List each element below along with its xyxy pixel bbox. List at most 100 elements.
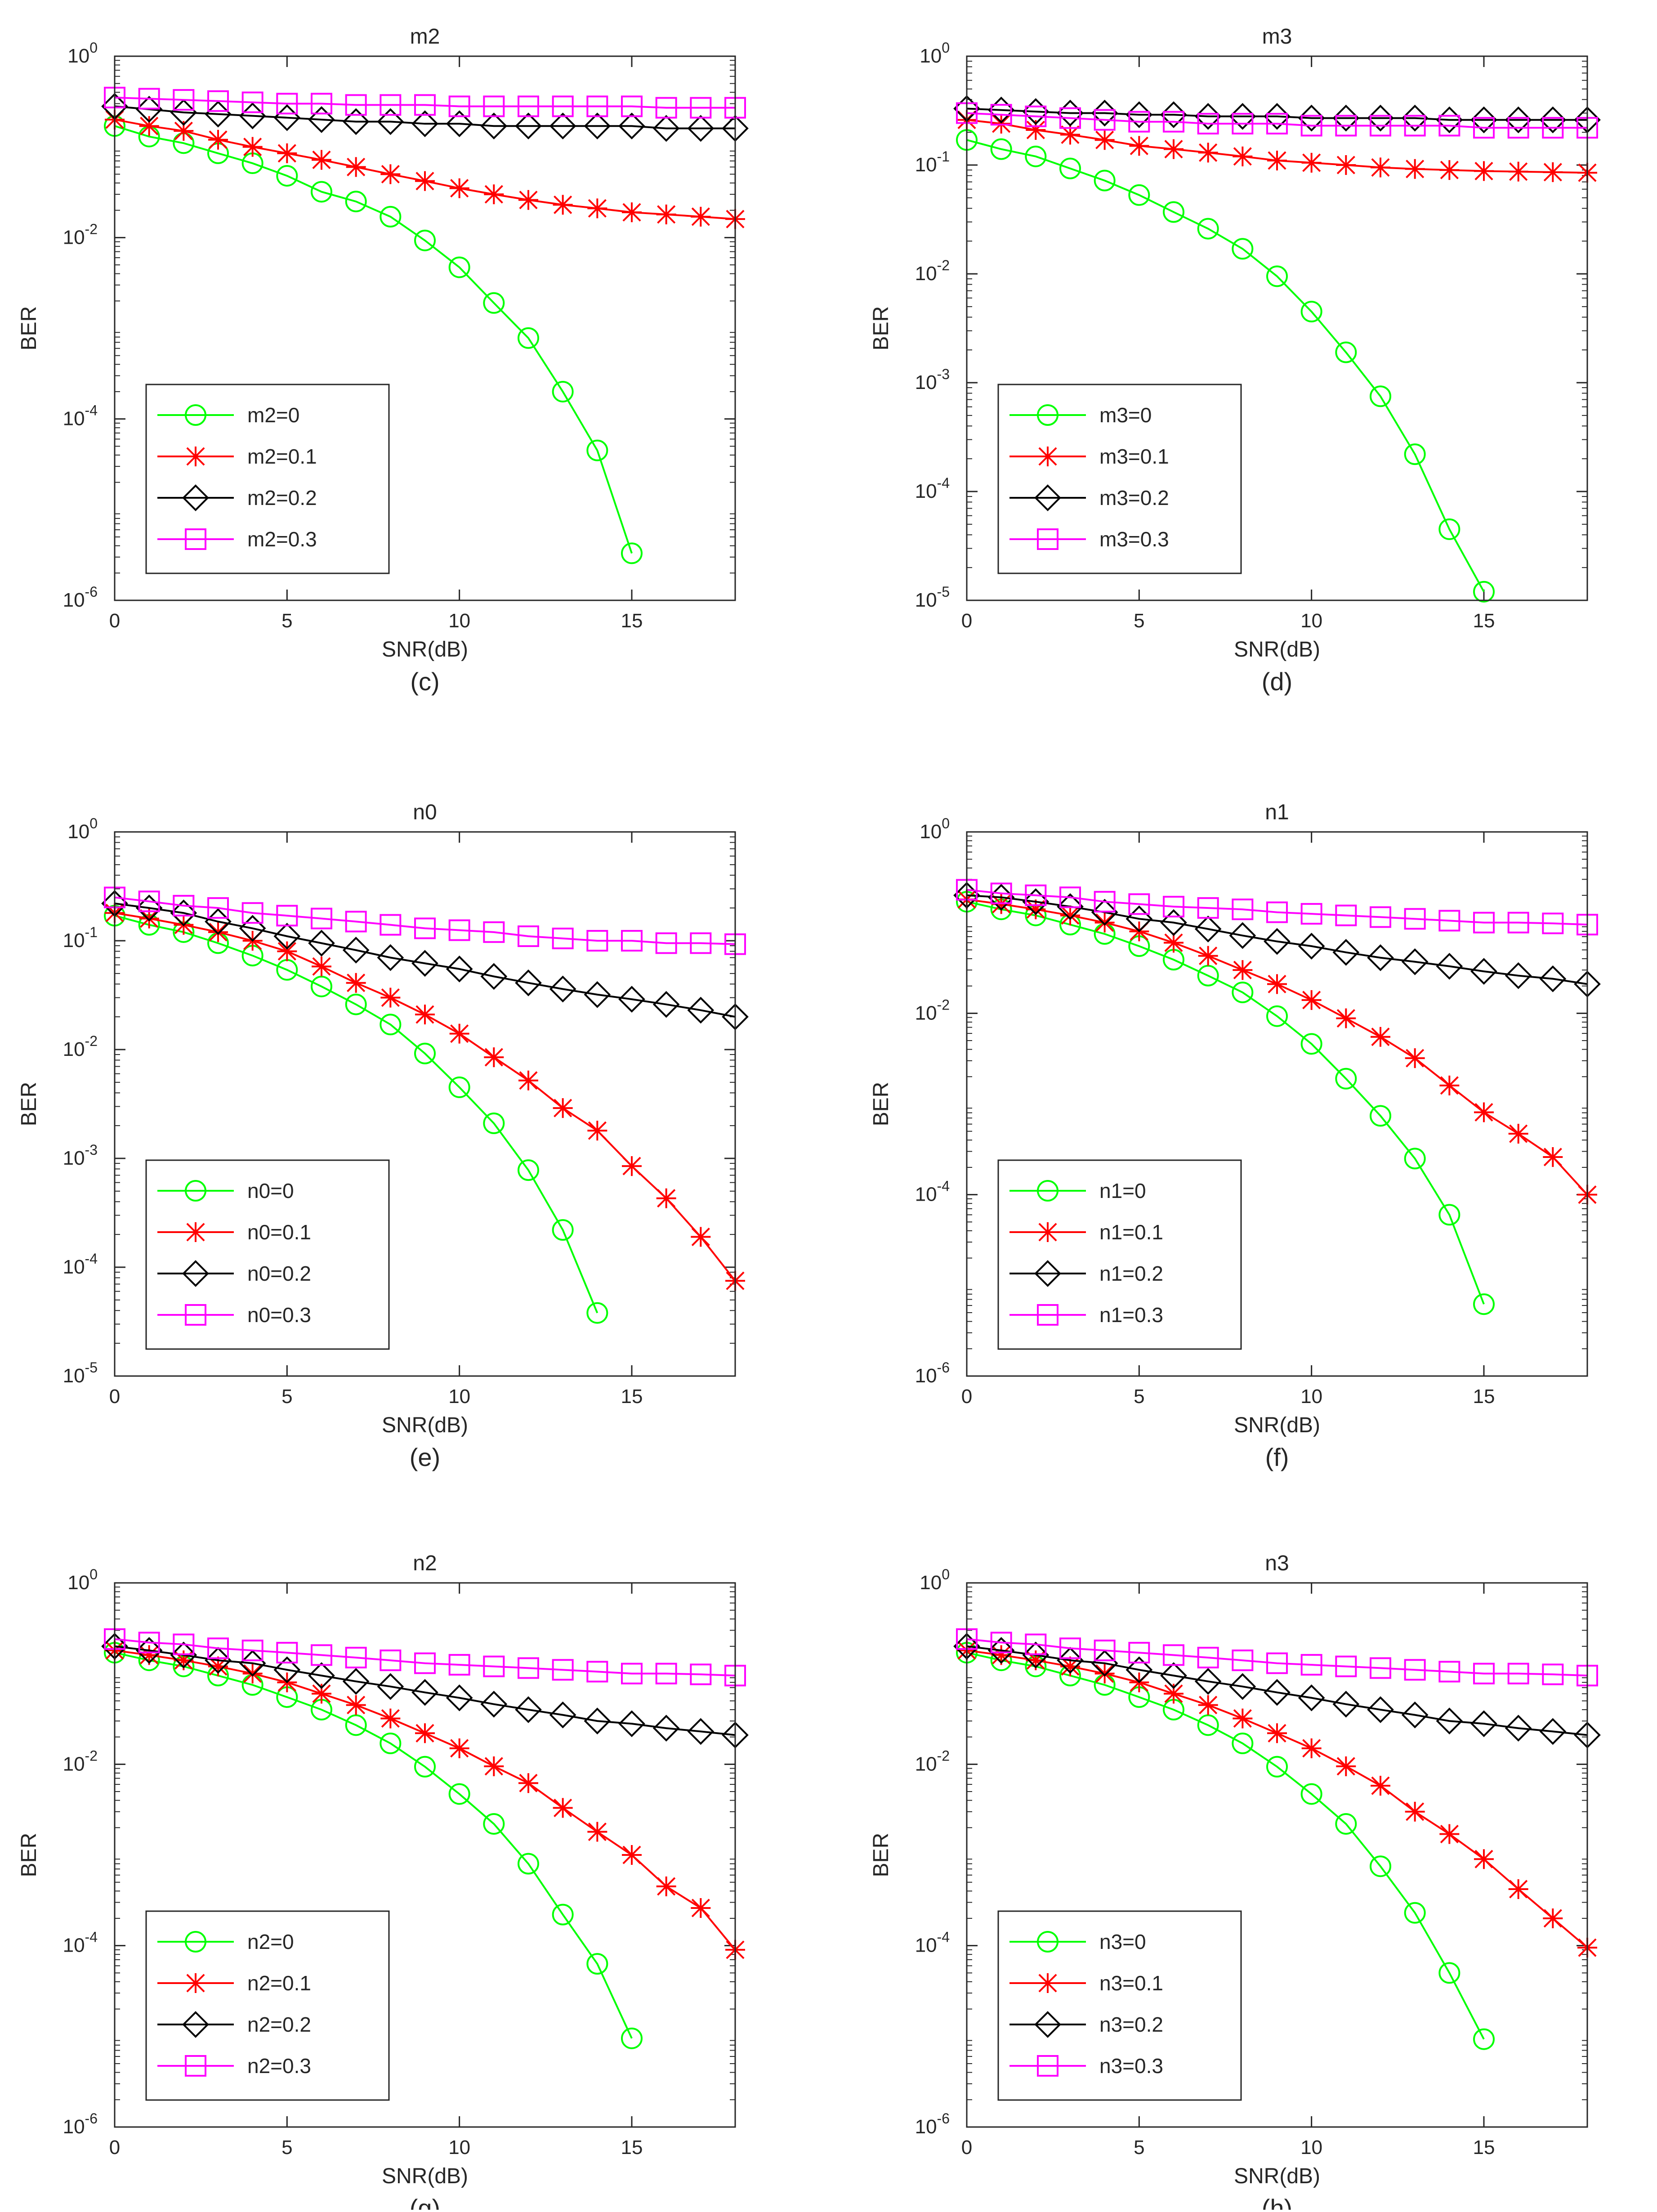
y-tick-exponent: -2 [937,257,950,273]
series-n0=0 [104,905,608,1324]
y-tick-label: 10-2 [915,257,950,285]
data-point-circle [1438,1204,1460,1226]
y-tick-base: 10 [915,589,937,611]
data-point-square [138,890,160,912]
data-point-circle [345,1714,367,1736]
data-point-square [518,95,539,117]
data-point-square [1059,1637,1081,1659]
data-point-asterisk [208,922,228,942]
x-tick-label: 10 [1300,1385,1322,1408]
data-point-square [990,882,1012,904]
x-axis-label: SNR(dB) [1234,1413,1320,1437]
y-axis-label: BER [869,1082,893,1126]
y-tick-label: 10-4 [915,475,950,502]
x-axis-label: SNR(dB) [1234,638,1320,661]
data-point-diamond [1264,928,1291,955]
data-point-diamond [1298,1684,1325,1712]
data-point-diamond [377,944,404,971]
y-tick-base: 10 [915,2116,937,2138]
data-point-diamond [1160,101,1187,128]
y-tick-base: 10 [63,1753,85,1775]
chart-title: m2 [410,25,440,49]
data-point-circle [1266,1005,1288,1027]
y-tick-label: 10-5 [915,584,950,611]
series-n2=0.3 [104,1628,746,1687]
x-tick-label: 5 [281,610,292,632]
data-point-diamond [1436,952,1463,980]
x-tick-label: 10 [1300,2136,1322,2158]
series-n0=0.3 [104,886,746,955]
data-point-diamond [1126,1656,1153,1684]
data-point-asterisk [1267,150,1287,170]
data-point-asterisk [139,116,159,136]
y-tick-base: 10 [915,154,937,176]
data-point-square [1335,115,1357,137]
data-point-square [380,1649,402,1671]
legend-marker [182,1260,209,1287]
y-tick-base: 10 [915,1365,937,1387]
legend-marker [185,1931,206,1953]
legend-item: n1=0.3 [1009,1303,1163,1327]
data-point-square [1335,1655,1357,1677]
y-tick-label: 10-4 [63,402,98,430]
data-point-diamond [1470,1710,1497,1737]
data-point-square [1163,111,1184,133]
legend: n3=0 n3=0.1 n3=0.2 n3=0.3 [997,1910,1242,2101]
data-point-square [655,1662,677,1685]
x-tick-label: 0 [109,610,120,632]
data-point-diamond [1194,1668,1222,1695]
legend-item: n2=0 [157,1930,294,1953]
data-point-diamond [1332,1690,1360,1718]
legend-item: m3=0.1 [1009,445,1169,468]
y-tick-exponent: -4 [937,1178,950,1194]
data-point-diamond [1126,101,1153,128]
y-tick-base: 10 [63,408,85,430]
data-point-asterisk [1060,125,1080,145]
legend-label: n1=0.3 [1099,1303,1163,1327]
data-point-diamond [652,991,680,1018]
legend: n0=0 n0=0.1 n0=0.2 n0=0.3 [145,1159,390,1350]
data-point-diamond [239,1649,266,1677]
data-point-diamond [1367,1696,1394,1723]
data-point-square [1335,904,1357,926]
data-point-square [241,91,264,113]
data-point-diamond [273,923,301,950]
data-point-asterisk [415,1723,435,1743]
legend-item: m2=0.1 [157,445,317,468]
data-point-asterisk [1233,146,1253,166]
data-point-circle [1370,1855,1391,1877]
data-point-asterisk [449,178,469,198]
data-point-diamond [1057,893,1084,920]
legend-marker [1037,1931,1059,1953]
data-point-diamond [1401,104,1429,132]
x-axis-label: SNR(dB) [382,1413,468,1437]
data-point-diamond [205,1647,232,1674]
series-line [114,105,735,130]
data-point-diamond [1332,938,1360,966]
data-point-square [345,911,367,933]
data-point-diamond [1264,1679,1291,1706]
x-tick-label: 15 [1473,1385,1495,1408]
legend-label: n3=0.1 [1099,1971,1163,1995]
data-point-circle [311,181,332,203]
data-point-square [276,905,298,927]
legend-marker [185,404,206,426]
data-point-square [690,97,712,119]
data-point-diamond [652,1715,680,1742]
y-tick-exponent: -4 [937,475,950,491]
x-tick-label: 0 [109,1385,120,1408]
data-point-asterisk [1267,1723,1287,1743]
data-point-asterisk [346,157,366,177]
data-point-diamond [1160,909,1187,936]
data-point-circle [518,1853,539,1875]
axes-frame [966,831,1588,1377]
series-line [966,901,1485,1305]
data-point-square [1128,1642,1150,1664]
data-point-diamond [618,1710,645,1737]
y-tick-exponent: -5 [85,1359,98,1376]
data-point-diamond [1367,944,1394,971]
data-point-diamond [480,1690,508,1718]
y-tick-exponent: 0 [89,815,98,831]
